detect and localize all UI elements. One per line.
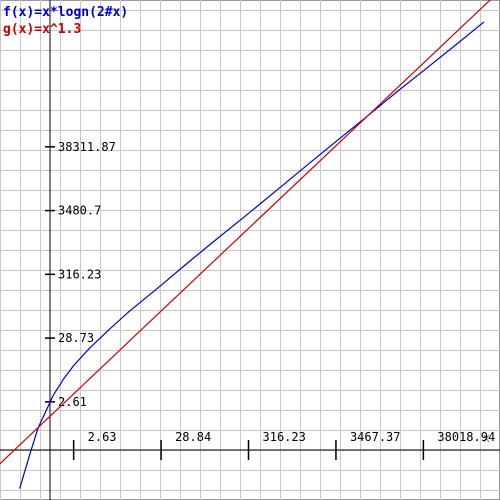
x-tick-label: 2.63	[88, 430, 117, 444]
series-line-1	[0, 0, 491, 465]
legend-entry-g: g(x)=x^1.3	[3, 22, 81, 37]
x-tick-label: 38018.94	[437, 430, 495, 444]
y-tick-label: 28.73	[58, 331, 94, 345]
y-tick-label: 316.23	[58, 267, 101, 281]
y-tick-label: 38311.87	[58, 140, 116, 154]
x-tick-label: 3467.37	[350, 430, 401, 444]
series-line-0	[19, 21, 485, 489]
x-tick-label: 28.84	[175, 430, 211, 444]
x-tick-label: 316.23	[263, 430, 306, 444]
ticks: 2.63 28.84 316.23 3467.37 38018.94 2.61 28.73 3…	[45, 140, 495, 460]
legend-entry-f: f(x)=x*logn(2#x)	[3, 5, 128, 20]
series	[0, 0, 491, 489]
x-axis-title: x	[483, 431, 490, 445]
y-tick-label: 2.61	[58, 395, 87, 409]
legend: f(x)=x*logn(2#x) g(x)=x^1.3	[3, 5, 128, 37]
y-tick-label: 3480.7	[58, 204, 101, 218]
